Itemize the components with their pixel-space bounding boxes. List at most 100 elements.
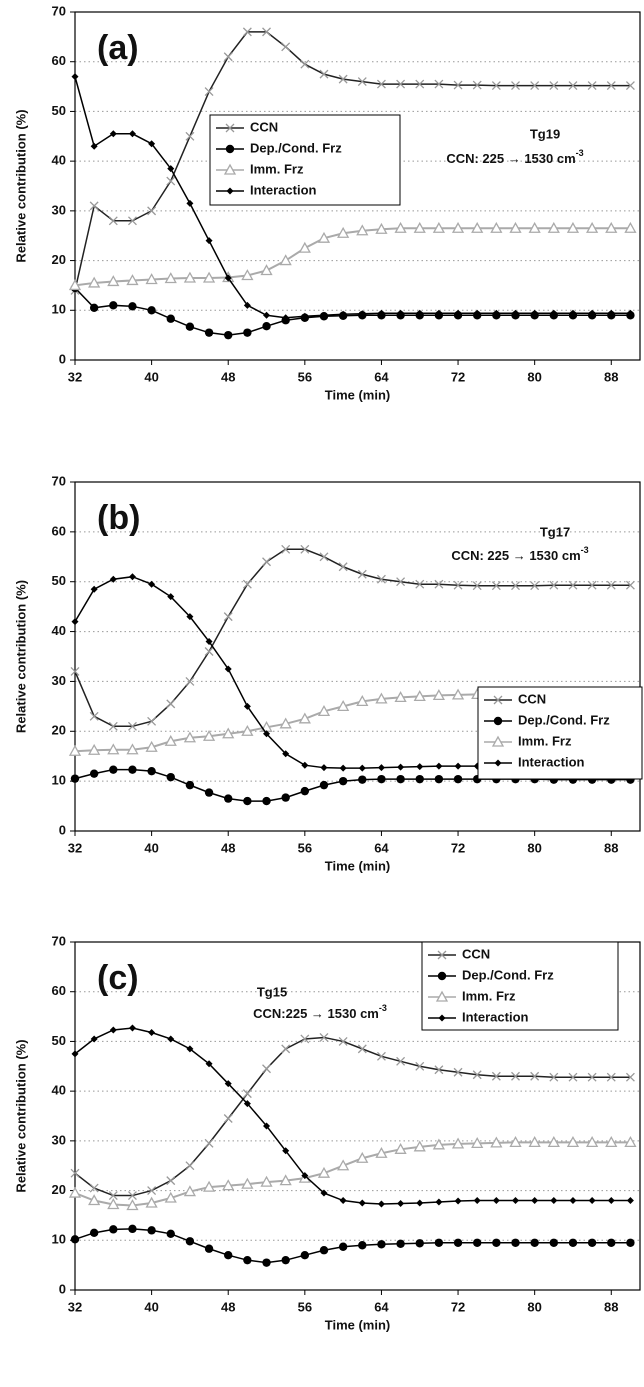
marker-x bbox=[223, 612, 233, 622]
marker-diamond bbox=[358, 764, 366, 772]
marker-x bbox=[108, 721, 118, 731]
marker-circle bbox=[358, 1241, 367, 1250]
x-tick-label: 48 bbox=[221, 369, 235, 384]
panel-label: (b) bbox=[97, 499, 140, 537]
legend-label: Imm. Frz bbox=[518, 733, 572, 748]
marker-triangle bbox=[394, 691, 407, 703]
marker-x bbox=[511, 1071, 520, 1081]
x-tick-label: 40 bbox=[144, 840, 158, 855]
marker-triangle bbox=[509, 221, 522, 233]
marker-diamond bbox=[397, 309, 405, 317]
marker-triangle bbox=[241, 724, 254, 736]
marker-x bbox=[89, 711, 99, 721]
marker-triangle bbox=[68, 1186, 82, 1198]
marker-x bbox=[262, 557, 271, 567]
marker-circle bbox=[434, 774, 444, 784]
marker-circle bbox=[319, 1246, 329, 1255]
marker-circle bbox=[377, 1240, 386, 1249]
marker-diamond bbox=[512, 1197, 520, 1205]
marker-diamond bbox=[186, 613, 194, 621]
y-tick-label: 20 bbox=[52, 252, 66, 267]
annotation-name: Tg19 bbox=[530, 126, 560, 141]
marker-x bbox=[376, 574, 386, 584]
y-tick-label: 0 bbox=[59, 822, 66, 837]
y-tick-label: 10 bbox=[52, 302, 66, 317]
marker-x bbox=[281, 1044, 291, 1054]
marker-circle bbox=[281, 1255, 290, 1265]
marker-x bbox=[587, 81, 597, 91]
marker-circle bbox=[89, 303, 99, 312]
legend-label: CCN bbox=[250, 119, 278, 134]
marker-circle bbox=[437, 971, 447, 981]
marker-diamond bbox=[205, 1060, 213, 1068]
marker-triangle bbox=[413, 690, 426, 702]
marker-circle bbox=[147, 766, 156, 776]
marker-diamond bbox=[377, 309, 385, 317]
marker-circle bbox=[128, 1224, 137, 1234]
marker-x bbox=[357, 569, 367, 579]
marker-diamond bbox=[224, 1080, 232, 1088]
marker-diamond bbox=[550, 1197, 558, 1205]
marker-diamond bbox=[531, 309, 539, 317]
marker-circle bbox=[493, 716, 503, 726]
marker-circle bbox=[626, 1238, 635, 1247]
marker-x bbox=[242, 579, 252, 589]
marker-circle bbox=[319, 780, 329, 790]
legend-box bbox=[209, 114, 401, 206]
marker-diamond bbox=[186, 199, 194, 207]
marker-circle bbox=[185, 322, 195, 331]
marker-triangle bbox=[107, 743, 120, 755]
marker-circle bbox=[338, 1242, 348, 1251]
marker-circle bbox=[338, 776, 348, 786]
marker-x bbox=[185, 1161, 195, 1171]
marker-circle bbox=[434, 1238, 444, 1247]
marker-circle bbox=[109, 301, 118, 310]
marker-diamond bbox=[607, 1197, 615, 1205]
marker-x bbox=[491, 81, 501, 91]
marker-diamond bbox=[626, 309, 634, 317]
marker-triangle bbox=[509, 1136, 522, 1147]
marker-triangle bbox=[337, 700, 350, 712]
x-tick-label: 48 bbox=[221, 1299, 235, 1314]
marker-triangle bbox=[298, 712, 311, 724]
marker-diamond bbox=[416, 763, 424, 771]
marker-circle bbox=[204, 328, 214, 337]
marker-x bbox=[453, 1067, 463, 1077]
marker-diamond bbox=[435, 762, 443, 770]
marker-triangle bbox=[107, 275, 120, 287]
marker-circle bbox=[147, 1226, 156, 1235]
marker-x bbox=[223, 52, 233, 62]
marker-triangle bbox=[375, 692, 388, 704]
marker-circle bbox=[415, 774, 424, 784]
marker-triangle bbox=[126, 274, 139, 286]
marker-x bbox=[225, 123, 235, 133]
marker-circle bbox=[492, 1238, 501, 1247]
marker-diamond bbox=[128, 130, 136, 138]
y-tick-label: 0 bbox=[59, 351, 66, 366]
marker-triangle bbox=[202, 729, 216, 741]
x-tick-label: 64 bbox=[374, 369, 389, 384]
marker-triangle bbox=[183, 1185, 197, 1197]
marker-x bbox=[530, 581, 540, 591]
marker-diamond bbox=[263, 311, 271, 319]
marker-diamond bbox=[71, 618, 79, 626]
marker-triangle bbox=[624, 1136, 637, 1147]
marker-x bbox=[70, 1168, 80, 1178]
marker-diamond bbox=[320, 311, 328, 319]
y-tick-label: 40 bbox=[52, 1083, 66, 1098]
marker-triangle bbox=[260, 1175, 273, 1187]
y-tick-label: 60 bbox=[52, 983, 66, 998]
marker-diamond bbox=[109, 575, 117, 583]
marker-triangle bbox=[107, 1198, 120, 1210]
marker-diamond bbox=[226, 187, 234, 195]
marker-diamond bbox=[473, 1197, 481, 1205]
marker-triangle bbox=[451, 688, 465, 700]
marker-diamond bbox=[377, 764, 385, 772]
y-tick-label: 70 bbox=[52, 473, 66, 488]
y-tick-label: 30 bbox=[52, 673, 66, 688]
marker-triangle bbox=[566, 1136, 580, 1147]
annotation-main: CCN: 225 → 1530 cm bbox=[451, 548, 580, 563]
x-tick-label: 40 bbox=[144, 369, 158, 384]
marker-diamond bbox=[377, 1200, 385, 1208]
marker-circle bbox=[377, 774, 386, 784]
